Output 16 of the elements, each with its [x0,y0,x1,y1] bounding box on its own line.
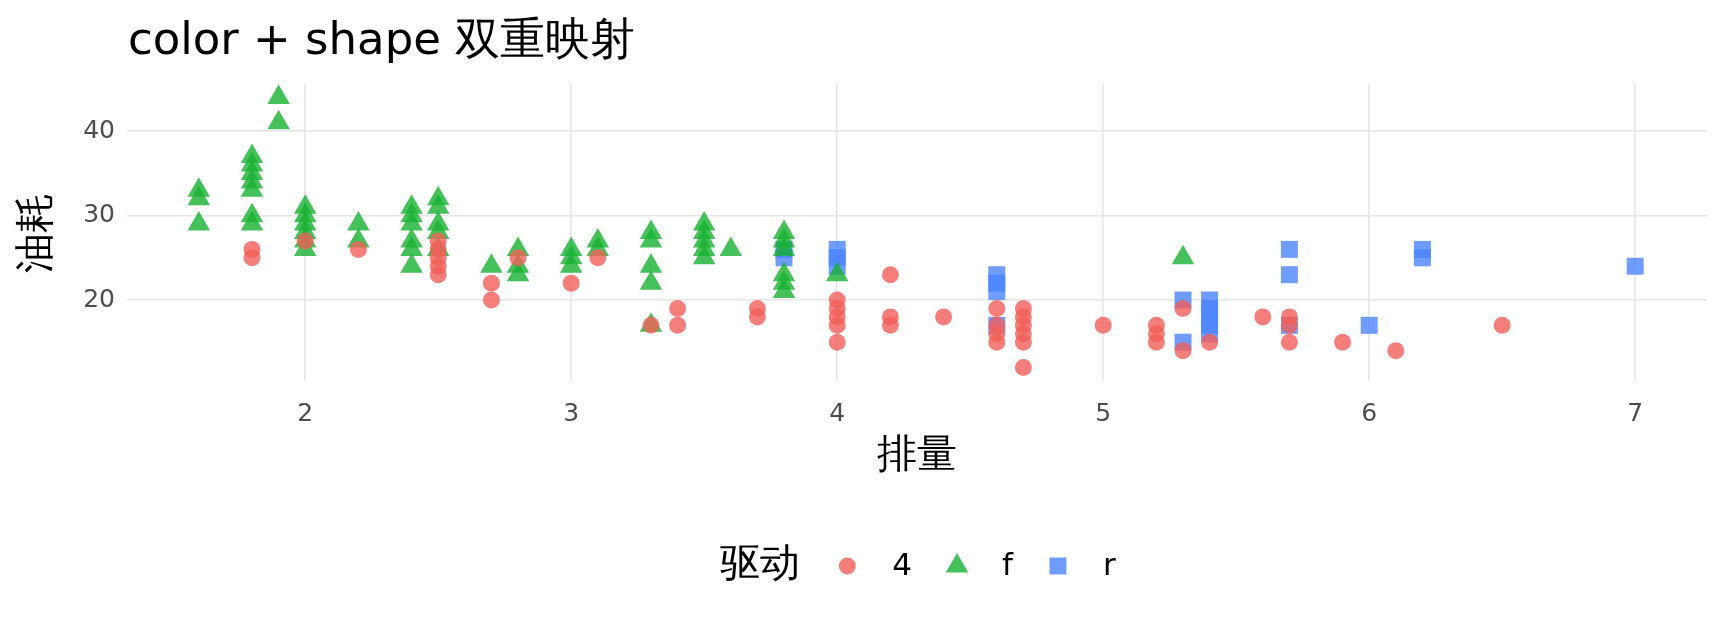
legend-label: f [1002,546,1015,583]
legend-label: r [1102,546,1116,583]
x-tick-label: 4 [829,397,846,427]
x-tick-label: 6 [1361,397,1378,427]
legend-title: 驱动 [720,539,801,586]
x-axis-title: 排量 [877,430,957,477]
chart-title: color + shape 双重映射 [128,12,636,65]
y-axis-title: 油耗 [11,192,58,273]
x-tick-label: 5 [1095,397,1112,427]
x-tick-label: 7 [1627,397,1644,427]
y-tick-label: 30 [83,199,115,229]
y-tick-label: 40 [83,114,115,144]
legend-label: 4 [892,546,913,583]
y-tick-label: 20 [83,283,115,313]
x-tick-label: 3 [563,397,580,427]
x-tick-label: 2 [297,397,314,427]
